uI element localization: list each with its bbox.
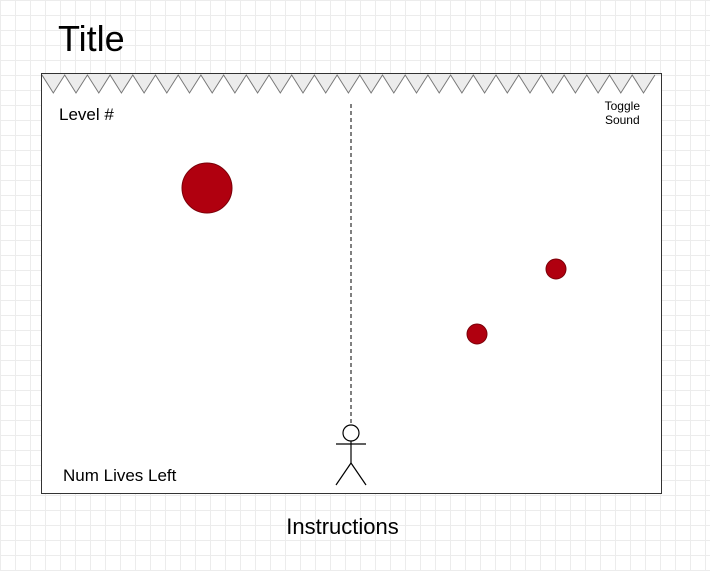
ball-small-lower [466,323,488,345]
toggle-sound-button[interactable]: Toggle Sound [605,99,640,127]
toggle-sound-line1: Toggle [604,99,640,113]
game-scene [181,104,567,486]
lives-left-label: Num Lives Left [63,466,177,485]
ball-large [181,162,233,214]
player-stick-figure-icon [335,424,367,486]
instructions-button[interactable]: Instructions [286,514,399,539]
ball-small-upper [545,258,567,280]
toggle-sound-line2: Sound [604,113,640,127]
level-label: Level # [59,105,114,124]
game-area[interactable]: Level # Toggle Sound Num Lives Left [41,73,662,494]
ceiling-spikes-icon [42,74,661,94]
game-title: Title [58,18,125,59]
